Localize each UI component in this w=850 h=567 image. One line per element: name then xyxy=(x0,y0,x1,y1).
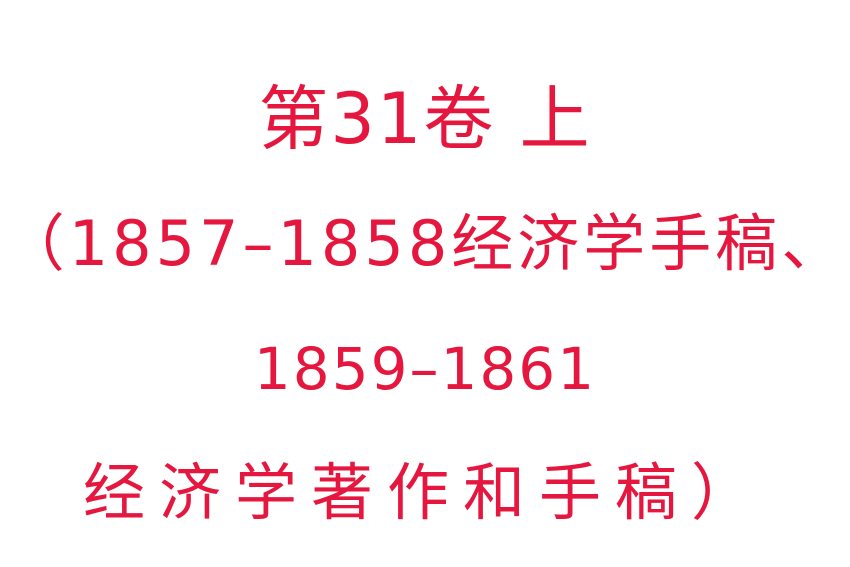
subtitle-line-3: 经济学著作和手稿） xyxy=(82,456,767,529)
volume-title: 第31卷 上 xyxy=(258,78,592,160)
subtitle-line-1: （1857–1858经济学手稿、 xyxy=(2,207,848,280)
subtitle-line-2: 1859–1861 xyxy=(253,335,597,403)
